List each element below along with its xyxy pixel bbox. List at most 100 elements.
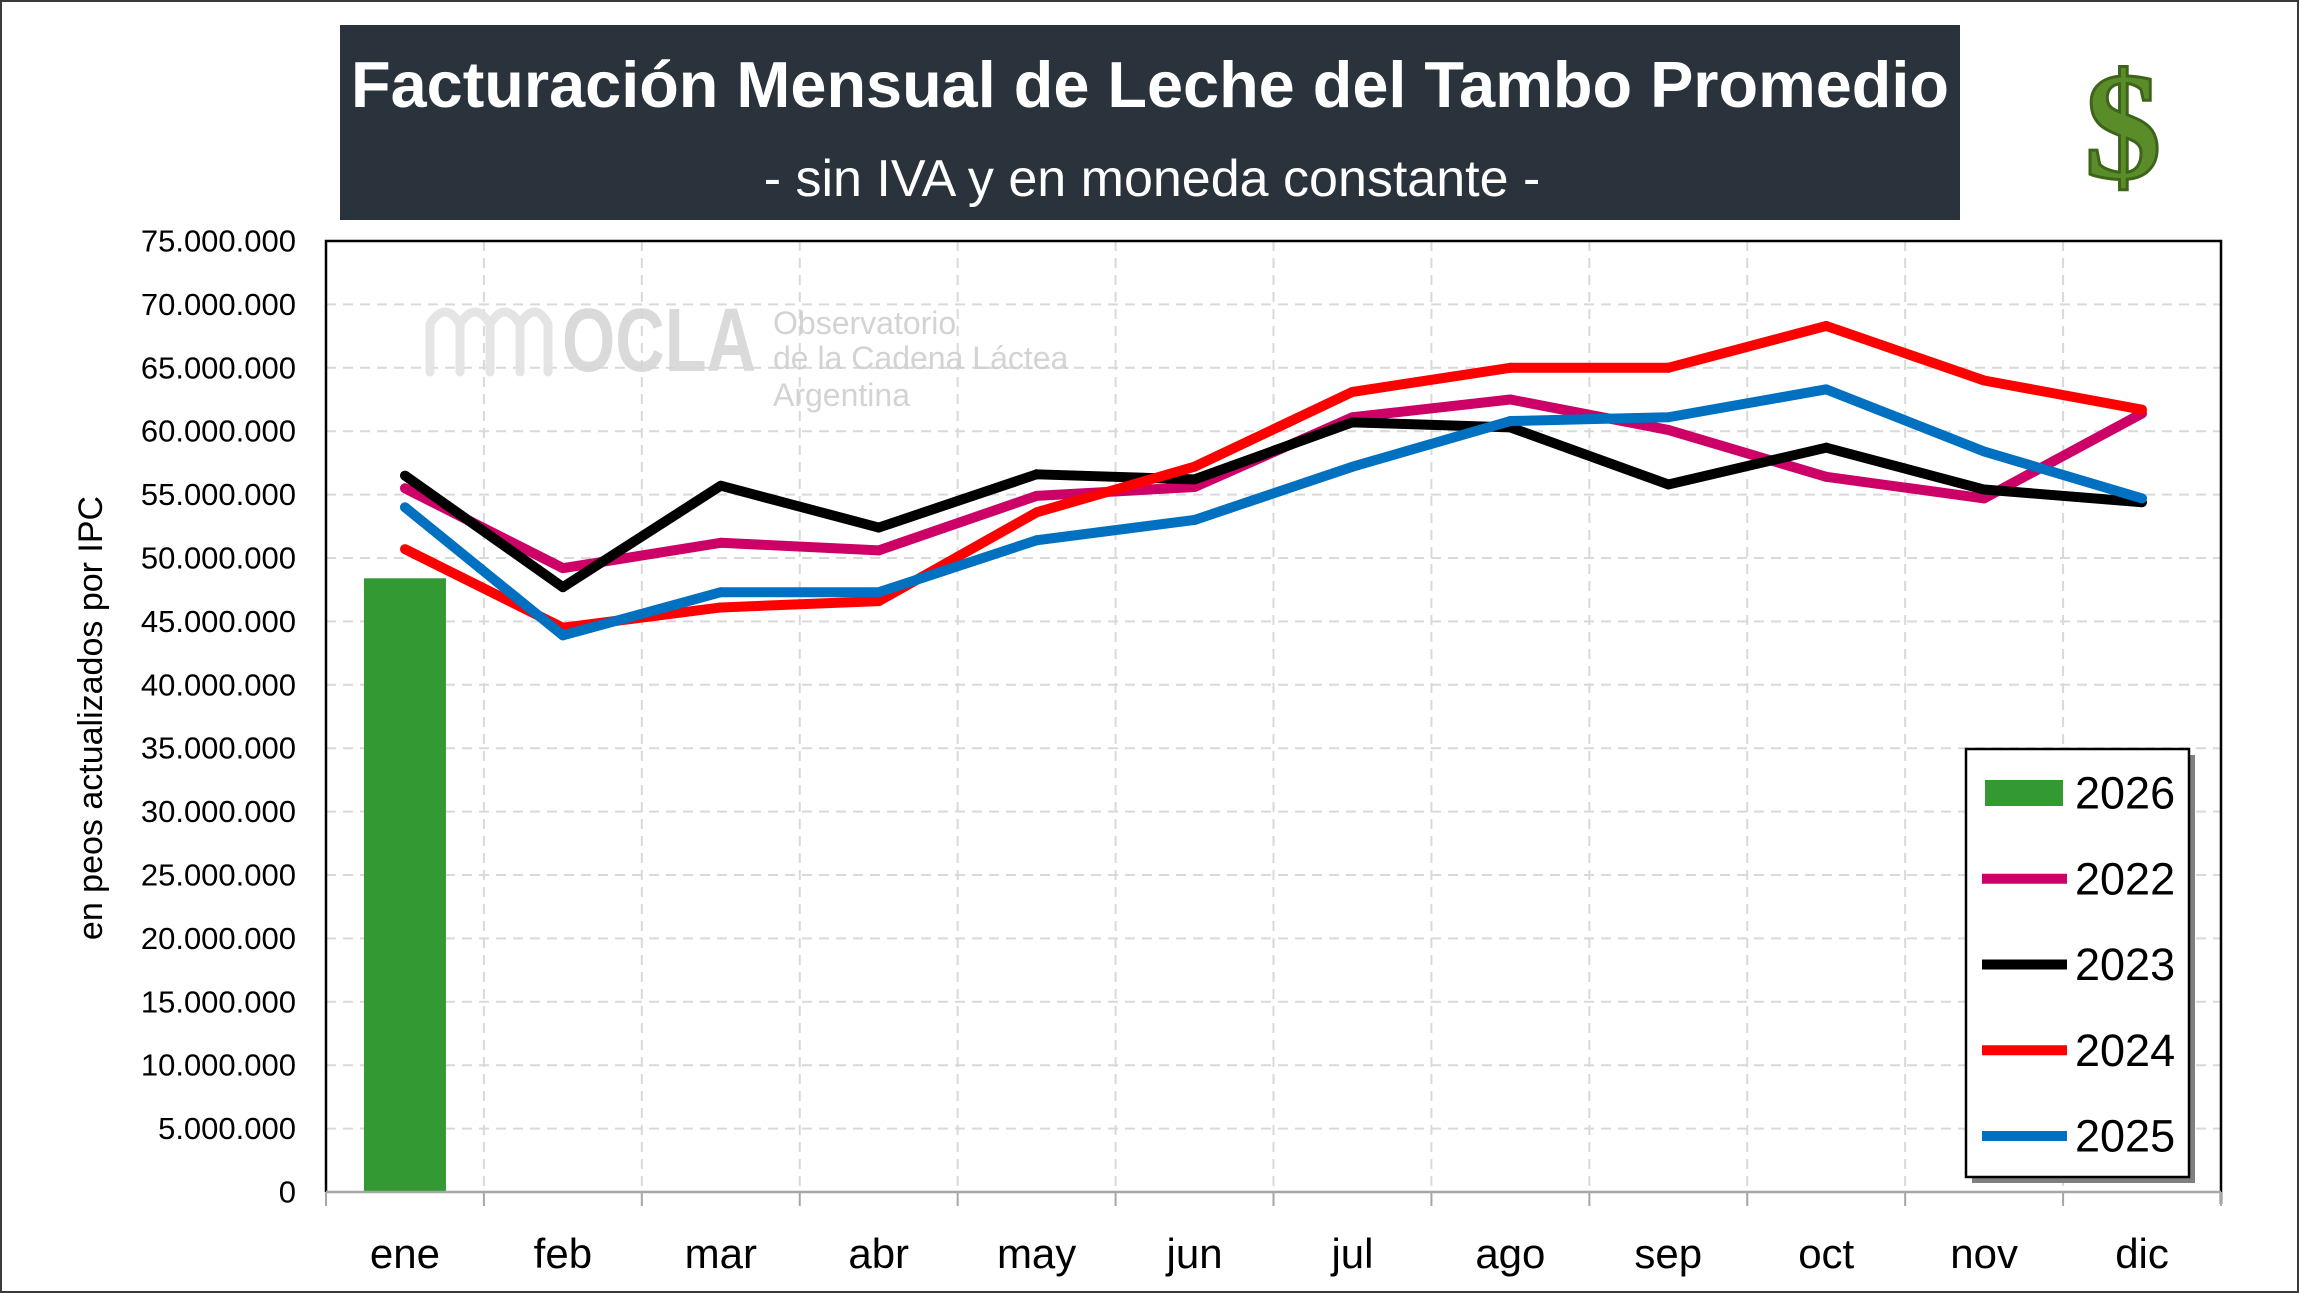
- y-axis-labels: 0 5.000.000 10.000.000 15.000.000 20.000.000…: [141, 224, 296, 1210]
- point-2022-oct: [1821, 471, 1832, 482]
- point-2025-jul: [1347, 461, 1358, 472]
- point-2025-jun: [1189, 514, 1200, 525]
- x-tick-label: ago: [1475, 1230, 1545, 1277]
- point-2023-jun: [1189, 474, 1200, 485]
- y-tick-label: 50.000.000: [141, 541, 296, 576]
- point-2024-dic: [2137, 404, 2148, 415]
- point-2025-oct: [1821, 384, 1832, 395]
- point-2024-jul: [1347, 386, 1358, 397]
- point-2024-sep: [1663, 362, 1674, 373]
- point-2024-ene: [399, 544, 410, 555]
- ocla-logo-text: OCLA: [562, 291, 756, 391]
- legend-label: 2023: [2075, 939, 2175, 990]
- point-2022-jun: [1189, 481, 1200, 492]
- legend-item-2022: 2022: [1982, 853, 2175, 904]
- point-2024-mar: [715, 602, 726, 613]
- ocla-logo-line: Argentina: [773, 377, 910, 413]
- point-2022-feb: [557, 563, 568, 574]
- legend-items: 2026 2022 2023 2024 2025: [1982, 768, 2175, 1162]
- legend-label: 2024: [2075, 1025, 2175, 1076]
- title-box: [340, 25, 1960, 220]
- point-2025-mar: [715, 587, 726, 598]
- y-tick-label: 55.000.000: [141, 477, 296, 512]
- legend-label: 2025: [2075, 1111, 2175, 1162]
- legend-item-2025: 2025: [1982, 1111, 2175, 1162]
- point-2023-jul: [1347, 417, 1358, 428]
- ocla-logo: OCLA Observatorio de la Cadena Láctea Ar…: [425, 291, 1069, 413]
- chart-subtitle: - sin IVA y en moneda constante -: [764, 150, 1541, 208]
- point-2023-feb: [557, 582, 568, 593]
- point-2023-ene: [399, 470, 410, 481]
- legend: 2026 2022 2023 2024 2025: [1964, 747, 2195, 1183]
- line-2023: [402, 417, 2143, 593]
- x-tick-label: dic: [2115, 1230, 2169, 1277]
- y-tick-label: 35.000.000: [141, 731, 296, 766]
- y-tick-label: 30.000.000: [141, 794, 296, 829]
- point-2022-nov: [1979, 493, 1990, 504]
- y-tick-label: 65.000.000: [141, 350, 296, 385]
- point-2024-nov: [1979, 375, 1990, 386]
- point-2025-nov: [1979, 446, 1990, 457]
- point-2024-abr: [873, 596, 884, 607]
- y-tick-label: 70.000.000: [141, 287, 296, 322]
- point-2024-ago: [1505, 362, 1516, 373]
- y-tick-label: 0: [279, 1175, 296, 1210]
- legend-swatch: [1985, 780, 2063, 806]
- point-2025-abr: [873, 587, 884, 598]
- legend-item-2026: 2026: [1985, 768, 2175, 819]
- point-2025-ene: [399, 502, 410, 513]
- x-tick-label: abr: [848, 1230, 909, 1277]
- y-tick-label: 20.000.000: [141, 921, 296, 956]
- y-tick-label: 25.000.000: [141, 858, 296, 893]
- y-tick-label: 60.000.000: [141, 414, 296, 449]
- point-2024-may: [1031, 507, 1042, 518]
- point-2023-abr: [873, 522, 884, 533]
- point-2022-sep: [1663, 424, 1674, 435]
- plot-frame: [324, 239, 2223, 1204]
- y-axis-title: en peos actualizados por IPC: [72, 496, 110, 940]
- point-2022-abr: [873, 545, 884, 556]
- point-2022-mar: [715, 537, 726, 548]
- point-2025-ago: [1505, 416, 1516, 427]
- point-2025-dic: [2137, 493, 2148, 504]
- x-tick-label: mar: [685, 1230, 757, 1277]
- series-2023: [399, 417, 2148, 593]
- point-2022-may: [1031, 490, 1042, 501]
- bar-2026-ene: [363, 578, 446, 1192]
- point-2022-ago: [1505, 394, 1516, 405]
- title-block: Facturación Mensual de Leche del Tambo P…: [340, 25, 1960, 220]
- line-2025: [401, 384, 2144, 641]
- legend-label: 2022: [2075, 853, 2175, 904]
- y-tick-label: 10.000.000: [141, 1048, 296, 1083]
- y-tick-label: 75.000.000: [141, 224, 296, 259]
- point-2022-ene: [399, 483, 410, 494]
- y-tick-label: 45.000.000: [141, 604, 296, 639]
- line-2024: [402, 320, 2143, 633]
- ocla-logo-line: de la Cadena Láctea: [773, 340, 1069, 376]
- point-2024-oct: [1821, 320, 1832, 331]
- point-2023-oct: [1821, 442, 1832, 453]
- x-tick-label: ene: [370, 1230, 440, 1277]
- point-2025-feb: [557, 630, 568, 641]
- x-tick-label: oct: [1798, 1230, 1854, 1277]
- ocla-logo-line: Observatorio: [773, 305, 956, 341]
- point-2025-sep: [1663, 412, 1674, 423]
- x-tick-label: may: [997, 1230, 1076, 1277]
- point-2025-may: [1031, 535, 1042, 546]
- point-2023-sep: [1663, 479, 1674, 490]
- y-tick-label: 40.000.000: [141, 667, 296, 702]
- y-tick-label: 15.000.000: [141, 984, 296, 1019]
- x-tick-label: feb: [534, 1230, 592, 1277]
- x-tick-label: nov: [1950, 1230, 2018, 1277]
- x-axis-ticks: [325, 1192, 2222, 1206]
- x-tick-label: sep: [1634, 1230, 1702, 1277]
- point-2023-may: [1031, 469, 1042, 480]
- x-tick-label: jul: [1329, 1230, 1373, 1277]
- legend-item-2024: 2024: [1982, 1025, 2175, 1076]
- ocla-logo-mark: [425, 307, 553, 377]
- dollar-icon: $: [2085, 42, 2162, 212]
- line-series: [399, 320, 2148, 641]
- y-tick-label: 5.000.000: [158, 1111, 296, 1146]
- point-2023-nov: [1979, 484, 1990, 495]
